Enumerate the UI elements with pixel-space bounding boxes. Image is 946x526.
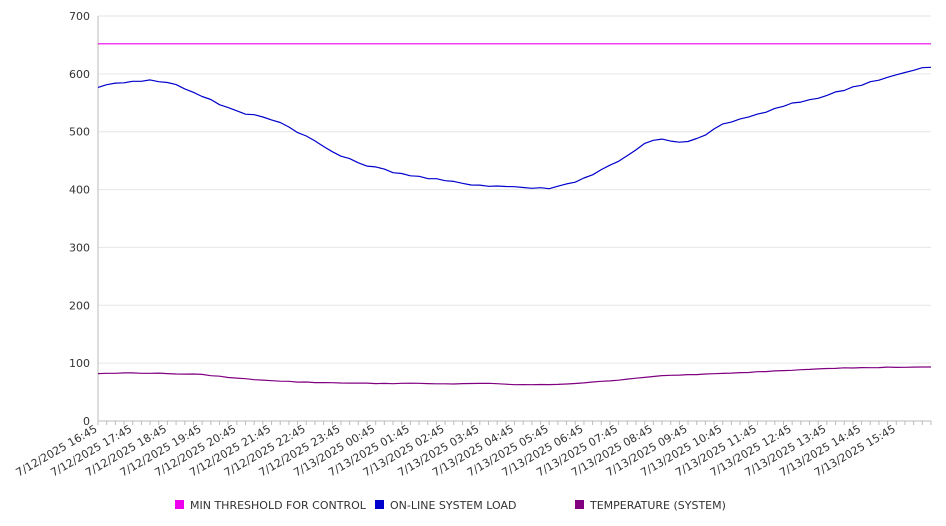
y-tick-label: 700	[69, 10, 90, 23]
legend-label: TEMPERATURE (SYSTEM)	[589, 499, 726, 512]
y-tick-label: 0	[83, 415, 90, 428]
legend-swatch	[575, 500, 584, 509]
series-line	[97, 66, 932, 190]
gridlines	[98, 15, 931, 364]
y-tick-label: 500	[69, 126, 90, 139]
legend-label: ON-LINE SYSTEM LOAD	[390, 499, 516, 512]
y-tick-labels: 0 100 200 300 400 500 600 700	[69, 10, 90, 428]
series-lines	[97, 43, 932, 386]
legend-label: MIN THRESHOLD FOR CONTROL	[190, 499, 367, 512]
x-tick-labels: 7/12/2025 16:457/12/2025 17:457/12/2025 …	[14, 422, 898, 479]
y-tick-label: 600	[69, 68, 90, 81]
legend: MIN THRESHOLD FOR CONTROL ON-LINE SYSTEM …	[175, 499, 726, 512]
y-tick-label: 200	[69, 299, 90, 312]
legend-swatch	[375, 500, 384, 509]
y-tick-label: 100	[69, 357, 90, 370]
legend-swatch	[175, 500, 184, 509]
y-tick-label: 400	[69, 184, 90, 197]
series-line	[97, 366, 931, 386]
axes	[97, 16, 932, 425]
y-tick-label: 300	[69, 241, 90, 254]
